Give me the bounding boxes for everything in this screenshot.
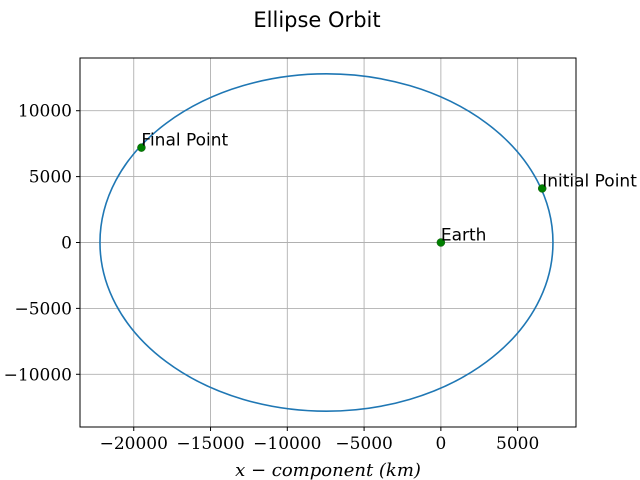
grid-lines: [80, 58, 576, 427]
x-tick-label: 0: [435, 434, 446, 454]
x-axis-label: x − component (km): [235, 460, 421, 480]
earth-marker: [436, 238, 446, 247]
x-tick-label: −5000: [335, 434, 393, 454]
axes-frame: [79, 57, 577, 428]
y-tick-label: −5000: [14, 299, 72, 319]
final-point-label: Final Point: [141, 131, 228, 151]
y-tick-label: 10000: [18, 102, 72, 122]
x-tick-label: −20000: [100, 434, 168, 454]
points-layer: Earth Initial Point Final Point: [137, 131, 637, 247]
y-tick-label: −10000: [4, 365, 72, 385]
initial-point-marker: [537, 184, 547, 193]
earth-label: Earth: [441, 226, 487, 246]
series-layer: [99, 73, 554, 412]
x-tick-label: −10000: [253, 434, 321, 454]
initial-point-label: Initial Point: [542, 171, 637, 191]
x-tick-label: 5000: [496, 434, 539, 454]
final-point-marker: [137, 143, 146, 152]
x-tick-label: −15000: [176, 434, 244, 454]
chart-title: Ellipse Orbit: [253, 8, 380, 32]
axis-ticks: −20000 −15000 −10000 −5000 0 5000 −10000 −5000 0…: [4, 102, 540, 454]
y-tick-label: 0: [61, 234, 72, 254]
y-tick-label: 5000: [29, 168, 72, 188]
orbit-ellipse: [99, 73, 554, 412]
